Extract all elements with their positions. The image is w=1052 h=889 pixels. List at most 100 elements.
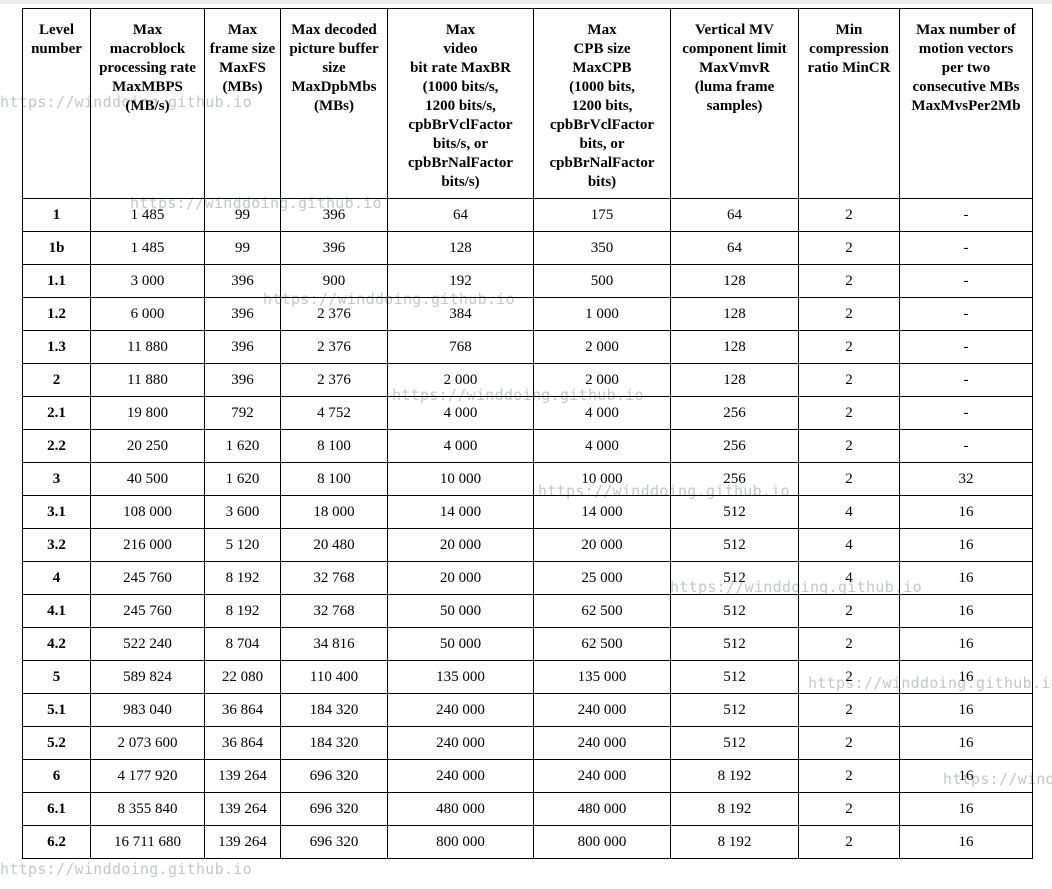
value-cell: 128 [670, 264, 799, 298]
value-cell: 2 [798, 396, 900, 430]
table-row: 5.1 983 040 36 864 184 320 240 000 240 000 512… [22, 693, 1033, 727]
value-cell: 512 [670, 693, 799, 727]
value-cell: 384 [387, 297, 534, 331]
level-number-cell: 1.1 [22, 264, 91, 298]
value-cell: 512 [670, 561, 799, 595]
value-cell: - [899, 429, 1033, 463]
value-cell: 192 [387, 264, 534, 298]
h264-levels-table: Level number Max macroblock processing r… [22, 8, 1033, 859]
value-cell: 2 376 [280, 297, 388, 331]
value-cell: 20 250 [90, 429, 205, 463]
value-cell: 240 000 [387, 693, 534, 727]
value-cell: 16 [899, 825, 1033, 859]
value-cell: 792 [204, 396, 281, 430]
table-row: 2.1 19 800 792 4 752 4 000 4 000 256 2- [22, 396, 1033, 430]
value-cell: 184 320 [280, 726, 388, 760]
value-cell: 256 [670, 462, 799, 496]
value-cell: 16 [899, 594, 1033, 628]
value-cell: 240 000 [533, 693, 671, 727]
value-cell: 40 500 [90, 462, 205, 496]
value-cell: 245 760 [90, 561, 205, 595]
table-row: 4.2 522 240 8 704 34 816 50 000 62 500 512 2 16 [22, 627, 1033, 661]
value-cell: 2 [798, 363, 900, 397]
value-cell: 22 080 [204, 660, 281, 694]
value-cell: 256 [670, 396, 799, 430]
level-number-cell: 3.1 [22, 495, 91, 529]
value-cell: - [899, 330, 1033, 364]
value-cell: - [899, 363, 1033, 397]
value-cell: 18 000 [280, 495, 388, 529]
value-cell: 1 000 [533, 297, 671, 331]
level-number-cell: 6.2 [22, 825, 91, 859]
value-cell: 128 [670, 297, 799, 331]
col-header-max-mvs-per-2mb: Max number of motion vectors per two con… [899, 8, 1033, 199]
value-cell: 4 [798, 528, 900, 562]
level-number-cell: 5.1 [22, 693, 91, 727]
col-header-max-dpb-mbs: Max decoded picture buffer size MaxDpbMb… [280, 8, 388, 199]
value-cell: 4 000 [387, 396, 534, 430]
col-header-min-cr: Min compression ratio MinCR [798, 8, 900, 199]
value-cell: 62 500 [533, 627, 671, 661]
table-row: 3 40 500 1 620 8 100 10 000 10 000 256 2 32 [22, 462, 1033, 496]
value-cell: 396 [204, 297, 281, 331]
value-cell: 25 000 [533, 561, 671, 595]
value-cell: 2 [798, 198, 900, 232]
value-cell: 2 [798, 825, 900, 859]
value-cell: 2 [798, 693, 900, 727]
level-number-cell: 2 [22, 363, 91, 397]
value-cell: 110 400 [280, 660, 388, 694]
value-cell: 135 000 [533, 660, 671, 694]
value-cell: 8 192 [670, 759, 799, 793]
value-cell: 2 [798, 297, 900, 331]
value-cell: 2 [798, 462, 900, 496]
value-cell: 900 [280, 264, 388, 298]
level-number-cell: 4 [22, 561, 91, 595]
value-cell: 2 000 [387, 363, 534, 397]
value-cell: 64 [670, 231, 799, 265]
value-cell: 1 485 [90, 198, 205, 232]
value-cell: 16 [899, 495, 1033, 529]
table-row: 5.2 2 073 600 36 864 184 320 240 000 240 000 5… [22, 726, 1033, 760]
value-cell: 2 [798, 792, 900, 826]
value-cell: 396 [204, 264, 281, 298]
level-number-cell: 5.2 [22, 726, 91, 760]
value-cell: 983 040 [90, 693, 205, 727]
value-cell: 14 000 [533, 495, 671, 529]
value-cell: 256 [670, 429, 799, 463]
level-number-cell: 5 [22, 660, 91, 694]
value-cell: 19 800 [90, 396, 205, 430]
value-cell: - [899, 231, 1033, 265]
value-cell: 240 000 [533, 759, 671, 793]
value-cell: 34 816 [280, 627, 388, 661]
value-cell: 2 376 [280, 330, 388, 364]
value-cell: 6 000 [90, 297, 205, 331]
value-cell: 16 [899, 627, 1033, 661]
col-header-max-vmvr: Vertical MV component limit MaxVmvR (lum… [670, 8, 799, 199]
value-cell: 512 [670, 594, 799, 628]
level-number-cell: 1.3 [22, 330, 91, 364]
value-cell: 16 [899, 528, 1033, 562]
value-cell: 1 620 [204, 429, 281, 463]
value-cell: 20 000 [533, 528, 671, 562]
value-cell: 512 [670, 627, 799, 661]
watermark-text: https://winddoing.github.io [0, 860, 252, 878]
level-number-cell: 3.2 [22, 528, 91, 562]
value-cell: 4 000 [533, 396, 671, 430]
value-cell: 16 [899, 693, 1033, 727]
col-header-max-cpb-size: Max CPB size MaxCPB (1000 bits, 1200 bit… [533, 8, 671, 199]
value-cell: 8 192 [204, 594, 281, 628]
level-number-cell: 2.1 [22, 396, 91, 430]
value-cell: 2 [798, 594, 900, 628]
value-cell: 32 768 [280, 594, 388, 628]
value-cell: 2 [798, 660, 900, 694]
level-number-cell: 3 [22, 462, 91, 496]
value-cell: 396 [280, 231, 388, 265]
value-cell: 500 [533, 264, 671, 298]
value-cell: 32 768 [280, 561, 388, 595]
col-header-max-frame-size: Max frame size MaxFS (MBs) [204, 8, 281, 199]
value-cell: 20 000 [387, 528, 534, 562]
value-cell: 2 [798, 231, 900, 265]
col-header-max-mbps: Max macroblock processing rate MaxMBPS (… [90, 8, 205, 199]
